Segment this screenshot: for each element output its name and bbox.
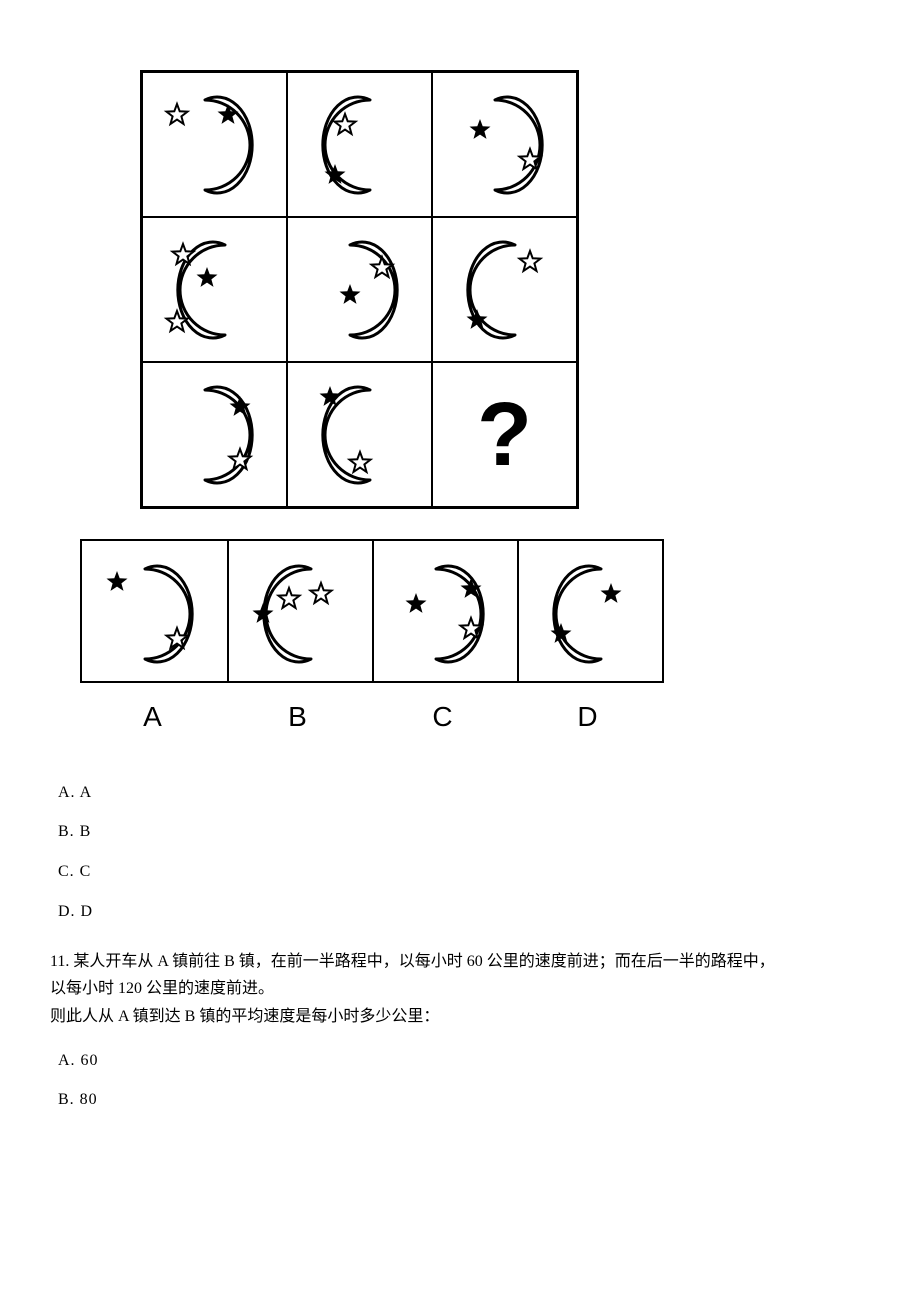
puzzle-grid: ? xyxy=(140,70,579,509)
option-cell-B xyxy=(227,541,372,681)
option-label-B: B xyxy=(225,695,370,740)
option-cell-A xyxy=(82,541,227,681)
options-row xyxy=(80,539,664,683)
option-cell-D xyxy=(517,541,662,681)
grid-cell-2-0 xyxy=(142,362,287,507)
option-cell-C xyxy=(372,541,517,681)
question-mark-icon: ? xyxy=(477,363,532,507)
answer-list-q11: A. 60 B. 80 xyxy=(50,1048,870,1113)
answer-C: C. C xyxy=(58,859,870,885)
grid-cell-2-1 xyxy=(287,362,432,507)
grid-cell-0-2 xyxy=(432,72,577,217)
q11-line3: 则此人从 A 镇到达 B 镇的平均速度是每小时多少公里： xyxy=(50,1003,870,1030)
grid-cell-2-2: ? xyxy=(432,362,577,507)
q11-line1: 11. 某人开车从 A 镇前往 B 镇，在前一半路程中，以每小时 60 公里的速… xyxy=(50,948,870,975)
answer-A: A. A xyxy=(58,780,870,806)
grid-cell-0-1 xyxy=(287,72,432,217)
answer-list-q10: A. A B. B C. C D. D xyxy=(50,780,870,924)
grid-cell-1-1 xyxy=(287,217,432,362)
grid-cell-1-2 xyxy=(432,217,577,362)
option-label-D: D xyxy=(515,695,660,740)
option-label-A: A xyxy=(80,695,225,740)
q11-answer-B: B. 80 xyxy=(58,1087,870,1113)
option-label-C: C xyxy=(370,695,515,740)
answer-B: B. B xyxy=(58,819,870,845)
option-labels: A B C D xyxy=(80,695,664,740)
grid-cell-1-0 xyxy=(142,217,287,362)
question-11-text: 11. 某人开车从 A 镇前往 B 镇，在前一半路程中，以每小时 60 公里的速… xyxy=(50,948,870,1030)
answer-D: D. D xyxy=(58,899,870,925)
grid-cell-0-0 xyxy=(142,72,287,217)
q11-line2: 以每小时 120 公里的速度前进。 xyxy=(50,975,870,1002)
q11-answer-A: A. 60 xyxy=(58,1048,870,1074)
